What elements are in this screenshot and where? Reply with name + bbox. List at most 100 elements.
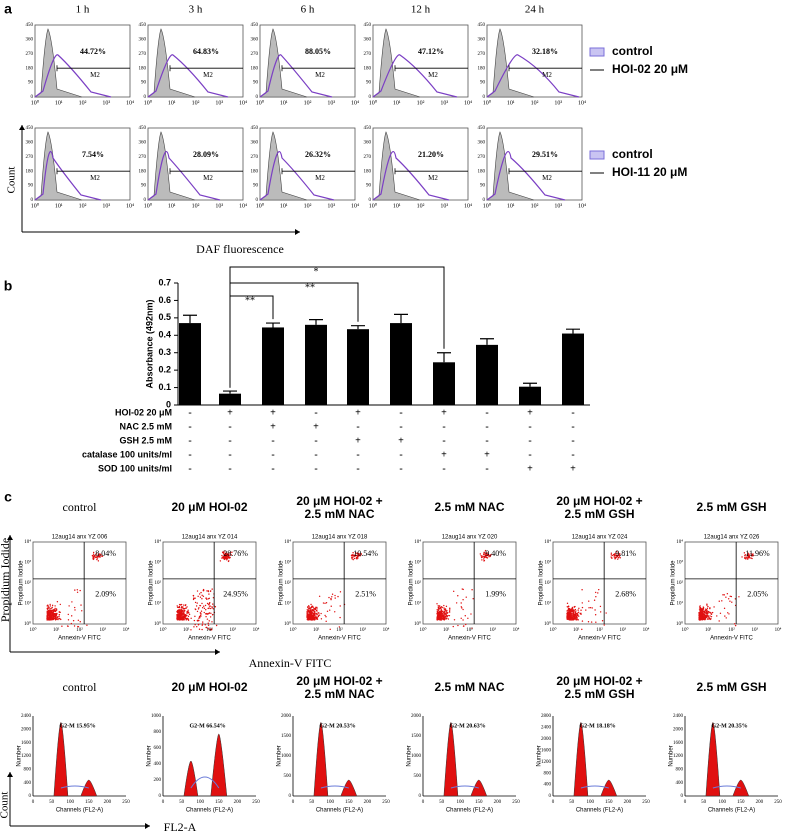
scatter-dot — [77, 619, 80, 621]
scatter-dot — [436, 603, 438, 605]
scatter-dot — [315, 616, 317, 619]
scatter-dot — [92, 551, 95, 554]
label: 10⁴ — [126, 100, 134, 106]
x-tick-label: 0 — [552, 800, 555, 805]
label: 10⁴ — [239, 100, 247, 106]
scatter-dot — [617, 554, 620, 557]
treatment-sign: + — [570, 463, 576, 474]
scatter-dot — [101, 555, 104, 557]
condition-title: 2.5 mM GSH — [564, 507, 634, 521]
scatter-dot — [176, 605, 178, 607]
scatter-dot — [315, 606, 317, 609]
condition-title: 20 μM HOI-02 + — [296, 674, 382, 688]
scatter-dot — [58, 613, 61, 616]
scatter-dot — [438, 605, 441, 607]
label: 90 — [253, 81, 259, 86]
y-tick-label: 0.2 — [158, 365, 171, 375]
scatter-dot — [595, 621, 597, 623]
scatter-dot — [54, 605, 56, 607]
y-tick-label: 10⁴ — [284, 539, 291, 545]
treatment-sign: - — [356, 463, 359, 474]
y-tick-label: 10¹ — [545, 601, 552, 607]
label: 10¹ — [393, 100, 401, 106]
scatter-dot — [449, 607, 451, 609]
scatter-dot — [178, 603, 181, 606]
label: 10¹ — [55, 203, 63, 209]
scatter-dot — [710, 615, 713, 618]
scatter-dot — [339, 605, 341, 607]
scatter-dot — [315, 618, 317, 620]
legend-swatch — [589, 150, 605, 160]
scatter-dot — [699, 605, 701, 607]
label: 450 — [251, 126, 259, 131]
label: Channels (FL2-A) — [316, 808, 363, 814]
gate-label: M2 — [203, 174, 213, 182]
label: 270 — [364, 52, 372, 57]
scatter-dot — [452, 625, 454, 628]
scatter-dot — [570, 615, 572, 617]
control-histogram — [259, 131, 308, 201]
label: 1 h — [76, 4, 90, 16]
scatter-dot — [471, 589, 473, 591]
label: c — [4, 489, 12, 505]
scatter-dot — [719, 612, 722, 614]
scatter-dot — [310, 611, 313, 614]
scatter-dot — [707, 615, 709, 617]
scatter-dot — [706, 609, 708, 611]
condition-title: 20 μM HOI-02 + — [296, 494, 382, 508]
label: 10⁰ — [483, 202, 492, 209]
scatter-dot — [616, 551, 618, 553]
label: 450 — [478, 126, 486, 131]
treated-histogram — [259, 54, 333, 98]
scatter-dot — [195, 608, 197, 611]
x-tick-label: 250 — [774, 800, 782, 805]
control-histogram — [486, 28, 535, 98]
scatter-dot — [589, 606, 592, 609]
scatter-dot — [184, 614, 187, 616]
y-tick-label: 0 — [681, 794, 684, 799]
x-tick-label: 0 — [292, 800, 295, 805]
treatment-label: NAC 2.5 mM — [119, 421, 172, 431]
scatter-dot — [207, 627, 209, 629]
scatter-dot — [445, 611, 447, 614]
scatter-dot — [723, 594, 725, 596]
gate-percentage: 64.83% — [193, 47, 219, 56]
label: 0 — [31, 198, 34, 203]
scatter-dot — [56, 618, 58, 620]
condition-title: 2.5 mM NAC — [434, 680, 504, 694]
scatter-dot — [698, 616, 701, 618]
y-tick-label: 10² — [155, 580, 162, 586]
scatter-dot — [317, 615, 320, 618]
scatter-dot — [727, 598, 730, 600]
scatter-dot — [700, 617, 703, 619]
y-tick-label: 10³ — [677, 560, 684, 566]
scatter-dot — [439, 606, 442, 609]
scatter-dot — [702, 606, 704, 608]
scatter-dot — [566, 610, 568, 612]
scatter-dot — [178, 605, 181, 608]
label: Annexin-V FITC — [188, 636, 231, 642]
scatter-dot — [566, 606, 568, 608]
gate-label: M2 — [542, 174, 552, 182]
scatter-dot — [177, 613, 179, 616]
scatter-dot — [320, 618, 323, 620]
scatter-dot — [744, 557, 746, 559]
scatter-dot — [230, 554, 232, 556]
scatter-frame — [684, 541, 779, 625]
treatment-sign: - — [399, 463, 402, 474]
arrow-head — [7, 535, 13, 540]
scatter-dot — [180, 603, 183, 606]
label: 10³ — [554, 203, 562, 209]
scatter-dot — [93, 558, 95, 560]
scatter-dot — [438, 608, 440, 610]
treated-histogram — [34, 151, 102, 201]
scatter-dot — [568, 611, 571, 614]
scatter-dot — [457, 595, 459, 597]
y-tick-label: 800 — [544, 771, 552, 776]
scatter-dot — [92, 553, 95, 555]
scatter-dot — [49, 611, 51, 614]
g2-peak — [210, 733, 228, 797]
file-id: 12aug14 anx YZ 024 — [572, 535, 628, 541]
scatter-dot — [54, 619, 57, 621]
gate-label: M2 — [428, 71, 438, 79]
